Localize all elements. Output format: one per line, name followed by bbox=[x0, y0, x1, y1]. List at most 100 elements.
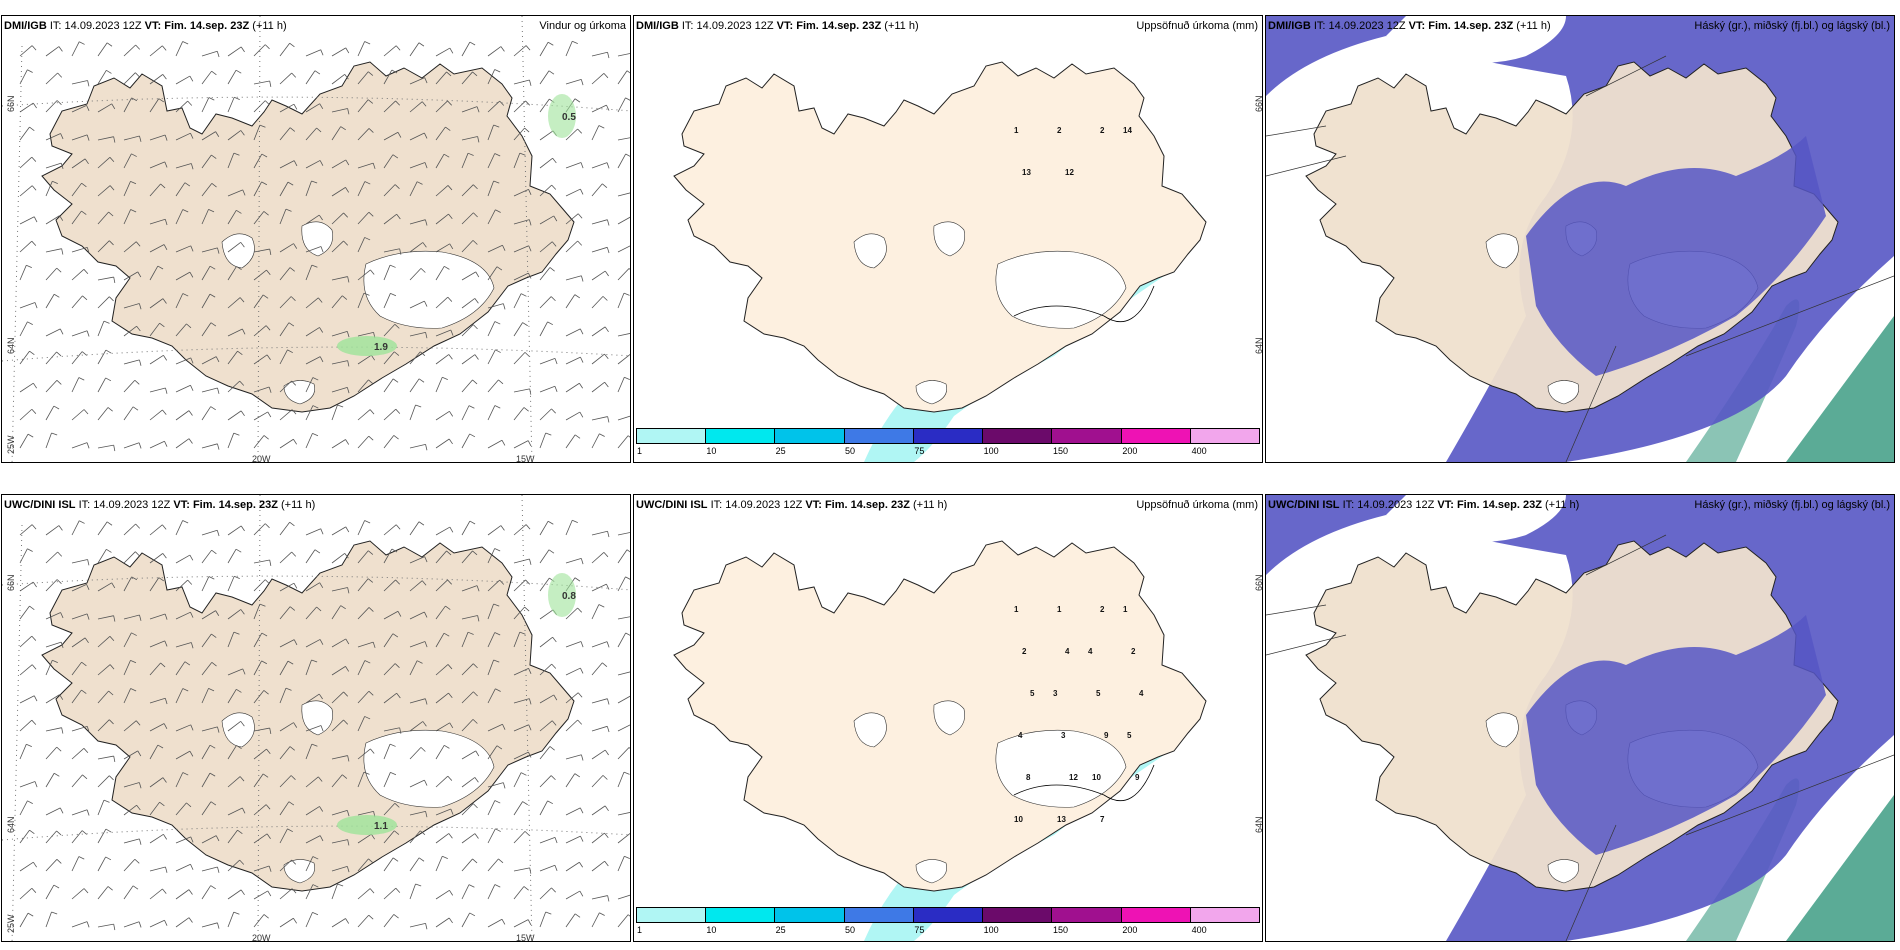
precip-amount-label: 3 bbox=[1061, 731, 1066, 740]
wind-barb bbox=[565, 275, 582, 281]
wind-barb-tick bbox=[345, 526, 350, 533]
wind-barb-tick bbox=[31, 45, 37, 51]
wind-barb-tick bbox=[157, 265, 164, 270]
wind-barb-tick bbox=[58, 46, 63, 52]
wind-barb bbox=[461, 405, 470, 421]
wind-barb bbox=[175, 410, 190, 421]
map-panel-p1: DMI/IGB IT: 14.09.2023 12Z VT: Fim. 14.s… bbox=[1, 15, 631, 463]
wind-barb-tick bbox=[525, 579, 531, 585]
wind-barb-tick bbox=[312, 377, 319, 381]
wind-barb bbox=[149, 134, 166, 141]
wind-barb bbox=[357, 181, 366, 197]
wind-barb bbox=[227, 525, 242, 536]
wind-barb-tick bbox=[442, 376, 448, 380]
wind-barb-tick bbox=[319, 835, 324, 842]
wind-barb-tick bbox=[87, 559, 90, 566]
wind-barb bbox=[487, 723, 503, 732]
wind-barb bbox=[19, 126, 30, 141]
wind-barb-tick bbox=[577, 240, 583, 246]
wind-barb-tick bbox=[287, 828, 293, 833]
wind-barb bbox=[71, 661, 82, 676]
wind-barb bbox=[71, 377, 80, 393]
wind-barb bbox=[617, 671, 630, 676]
wind-barb bbox=[513, 558, 530, 564]
glacier-3 bbox=[283, 380, 315, 405]
wind-barb bbox=[487, 209, 496, 225]
wind-barb bbox=[383, 548, 393, 564]
wind-barb-tick bbox=[137, 750, 142, 757]
wind-barb-tick bbox=[368, 690, 374, 696]
wind-barb-tick bbox=[56, 746, 62, 752]
axis-label: 15W bbox=[516, 454, 535, 463]
wind-barb-tick bbox=[499, 579, 505, 585]
wind-barb-tick bbox=[493, 180, 500, 184]
wind-barb-tick bbox=[86, 613, 90, 620]
wind-barb-tick bbox=[500, 525, 505, 531]
wind-barb-tick bbox=[81, 830, 88, 835]
wind-barb-tick bbox=[345, 187, 350, 193]
wind-barb bbox=[149, 801, 160, 816]
wind-barb bbox=[331, 809, 348, 816]
wind-barb bbox=[357, 833, 372, 844]
wind-barb bbox=[383, 408, 397, 421]
wind-barb-tick bbox=[189, 75, 194, 82]
wind-barb-tick bbox=[494, 153, 501, 157]
wind-barb-tick bbox=[519, 152, 526, 156]
wind-barb-tick bbox=[604, 270, 609, 277]
wind-barb bbox=[487, 124, 494, 141]
wind-barb-tick bbox=[182, 209, 189, 213]
wind-barb bbox=[539, 385, 556, 393]
wind-barb bbox=[45, 746, 58, 760]
wind-barb-tick bbox=[602, 662, 608, 667]
wind-barb bbox=[71, 158, 86, 169]
wind-barb bbox=[409, 378, 420, 393]
wind-barb-tick bbox=[394, 802, 400, 808]
wind-barb bbox=[201, 726, 218, 732]
wind-barb-tick bbox=[446, 550, 452, 556]
wind-barb-tick bbox=[86, 921, 90, 928]
wind-barb bbox=[45, 807, 61, 816]
wind-barb-tick bbox=[368, 914, 374, 920]
wind-barb bbox=[513, 407, 525, 421]
wind-barb bbox=[409, 268, 422, 281]
wind-barb bbox=[305, 856, 314, 872]
wind-barb bbox=[175, 182, 186, 197]
wind-barb-tick bbox=[399, 248, 402, 255]
wind-barb-tick bbox=[32, 102, 37, 109]
wind-barb-tick bbox=[265, 325, 271, 331]
wind-barb bbox=[591, 805, 606, 816]
wind-barb bbox=[617, 137, 630, 141]
wind-barb-tick bbox=[163, 355, 168, 361]
wind-barb bbox=[591, 749, 606, 760]
wind-barb-tick bbox=[347, 755, 350, 762]
wind-barb-tick bbox=[494, 321, 501, 325]
colorbar-swatch bbox=[775, 908, 845, 922]
glacier-1 bbox=[301, 700, 333, 736]
wind-barb-tick bbox=[550, 296, 556, 302]
wind-barb-tick bbox=[57, 551, 63, 557]
wind-barb bbox=[461, 354, 476, 365]
wind-barb-tick bbox=[311, 743, 318, 747]
wind-barb-tick bbox=[188, 438, 193, 444]
wind-barb-tick bbox=[580, 79, 584, 86]
wind-barb bbox=[201, 50, 218, 57]
wind-barb bbox=[409, 810, 426, 816]
wind-barb bbox=[175, 836, 191, 844]
wind-barb-tick bbox=[529, 388, 532, 395]
wind-barb-tick bbox=[599, 433, 605, 437]
wind-barb-tick bbox=[259, 603, 266, 607]
wind-barb-tick bbox=[29, 605, 35, 610]
wind-barb bbox=[227, 69, 237, 85]
wind-barb bbox=[409, 331, 426, 337]
wind-barb-tick bbox=[628, 268, 630, 270]
wind-barb-tick bbox=[59, 694, 64, 700]
colorbar-tick-label: 25 bbox=[775, 446, 786, 456]
wind-barb bbox=[149, 524, 163, 536]
wind-barb-tick bbox=[131, 153, 137, 157]
wind-barb bbox=[513, 772, 522, 788]
wind-barb bbox=[45, 432, 52, 449]
wind-barb bbox=[435, 296, 449, 309]
wind-barb bbox=[97, 755, 114, 760]
wind-barb-tick bbox=[107, 886, 113, 891]
wind-barb bbox=[591, 183, 603, 197]
